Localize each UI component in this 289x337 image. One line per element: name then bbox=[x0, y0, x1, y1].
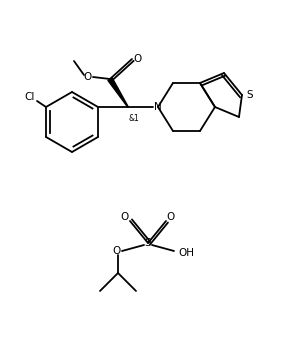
Text: N: N bbox=[154, 102, 162, 112]
Text: &1: &1 bbox=[129, 114, 140, 123]
Text: O: O bbox=[84, 72, 92, 82]
Text: O: O bbox=[167, 212, 175, 222]
Text: S: S bbox=[145, 238, 151, 248]
Text: O: O bbox=[134, 54, 142, 64]
Text: O: O bbox=[121, 212, 129, 222]
Text: S: S bbox=[247, 90, 253, 100]
Polygon shape bbox=[108, 78, 128, 107]
Text: O: O bbox=[113, 246, 121, 256]
Text: OH: OH bbox=[178, 248, 194, 258]
Text: Cl: Cl bbox=[25, 92, 35, 102]
